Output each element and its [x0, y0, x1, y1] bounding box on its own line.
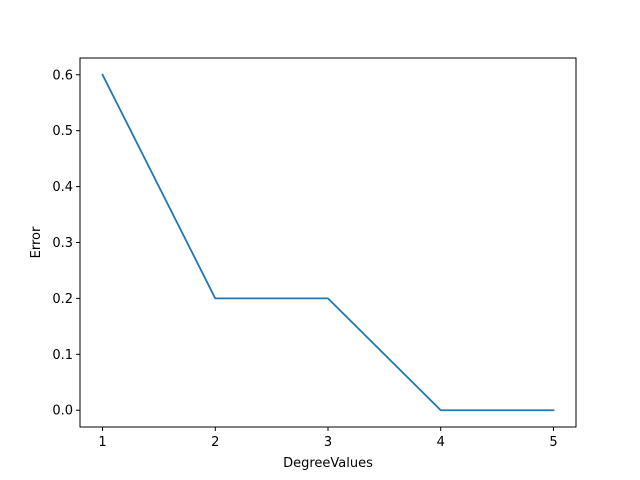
x-tick-label: 5 — [549, 435, 557, 450]
x-axis-ticks: 1 2 3 4 5 — [98, 427, 558, 450]
y-tick-label: 0.0 — [52, 404, 73, 419]
y-axis-ticks: 0.0 0.1 0.2 0.3 0.4 0.5 0.6 — [52, 68, 80, 419]
x-tick-label: 3 — [324, 435, 332, 450]
y-tick-label: 0.4 — [52, 180, 73, 195]
x-tick-label: 1 — [98, 435, 106, 450]
x-axis-label: DegreeValues — [283, 456, 373, 471]
y-tick-label: 0.3 — [52, 236, 73, 251]
y-axis-label: Error — [29, 226, 44, 258]
y-tick-label: 0.1 — [52, 348, 73, 363]
error-series-line — [101, 73, 555, 412]
plot-frame — [79, 57, 577, 428]
x-tick-label: 4 — [437, 435, 445, 450]
y-tick-label: 0.6 — [52, 68, 73, 83]
series-layer — [101, 73, 555, 412]
plot-background — [80, 58, 576, 427]
y-tick-label: 0.5 — [52, 124, 73, 139]
y-tick-label: 0.2 — [52, 292, 73, 307]
x-tick-label: 2 — [211, 435, 219, 450]
